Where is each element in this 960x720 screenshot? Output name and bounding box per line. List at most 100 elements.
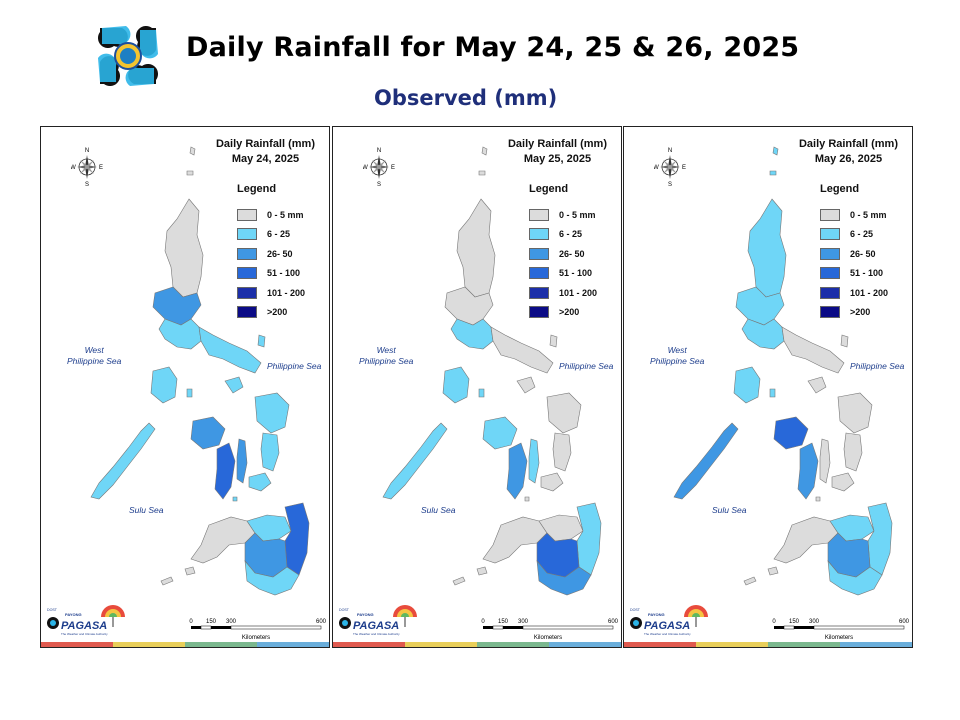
legend-item: 101 - 200: [529, 283, 597, 303]
scale-tick-label: 600: [899, 619, 910, 625]
region-north-luzon: [747, 198, 787, 298]
region-leyte: [843, 432, 863, 472]
compass-n: N: [377, 148, 381, 154]
legend-swatch: [237, 247, 257, 260]
island-siquijor: [232, 496, 238, 502]
dost-label: DOST: [339, 608, 350, 612]
color-stripe: [624, 642, 912, 647]
region-cebu: [819, 438, 831, 484]
compass-w: W: [654, 165, 659, 171]
compass-s: S: [85, 182, 89, 187]
legend: Legend 0 - 5 mm 6 - 25 26- 50 51 - 100 1…: [529, 183, 597, 322]
island-romblon: [478, 388, 485, 398]
compass-e: E: [99, 165, 103, 171]
region-samar: [837, 392, 873, 434]
scale-tick-label: 0: [189, 619, 193, 625]
legend-swatch: [237, 306, 257, 319]
pagasa-tagline: The Weather and Climate Authority: [644, 632, 691, 636]
scale-tick-label: 300: [518, 619, 529, 625]
scale-bar: 0 150 300 600 Kilometers: [481, 619, 618, 641]
legend-label: 26- 50: [267, 248, 293, 259]
legend-title: Legend: [529, 183, 569, 195]
map-title: Daily Rainfall (mm) May 26, 2025: [799, 137, 898, 167]
map-title: Daily Rainfall (mm) May 24, 2025: [216, 137, 315, 167]
legend-swatch: [820, 247, 840, 260]
dost-label: DOST: [630, 608, 641, 612]
compass-w: W: [71, 165, 76, 171]
legend-label: 26- 50: [559, 248, 585, 259]
legend-label: 101 - 200: [850, 287, 889, 298]
philippine-sea-label: Philippine Sea: [850, 361, 905, 371]
region-north-luzon: [456, 198, 496, 298]
map-title: Daily Rainfall (mm) May 25, 2025: [508, 137, 607, 167]
philippines-map: [382, 146, 602, 596]
compass-s: S: [668, 182, 672, 187]
payong-label: PAYONG: [648, 612, 665, 617]
region-panay: [773, 416, 809, 450]
pagasa-wordmark: PAGASA: [353, 620, 399, 632]
island-basilan: [767, 566, 779, 576]
region-south-mindanao: [244, 560, 300, 596]
legend-item: 101 - 200: [237, 283, 305, 303]
legend-label: 26- 50: [850, 248, 876, 259]
region-south-luzon: [158, 318, 202, 350]
rainfall-map-panel-3: Daily Rainfall (mm) May 26, 2025 Legend …: [623, 126, 913, 648]
legend-item: 26- 50: [237, 244, 305, 264]
legend-swatch: [820, 208, 840, 221]
island-batanes: [189, 146, 196, 156]
pagasa-tagline: The Weather and Climate Authority: [353, 632, 400, 636]
legend-item: 26- 50: [529, 244, 597, 264]
legend: Legend 0 - 5 mm 6 - 25 26- 50 51 - 100 1…: [820, 183, 888, 322]
scale-tick-label: 0: [481, 619, 485, 625]
legend-label: 51 - 100: [850, 268, 884, 279]
legend-item: 6 - 25: [820, 225, 888, 245]
region-bohol: [248, 472, 272, 492]
legend-swatch: [529, 306, 549, 319]
island-romblon: [769, 388, 776, 398]
legend-swatch: [237, 208, 257, 221]
scale-tick-label: 300: [226, 619, 237, 625]
rainfall-map-panel-1: Daily Rainfall (mm) May 24, 2025 Legend …: [40, 126, 330, 648]
legend-item: 101 - 200: [820, 283, 888, 303]
compass-w: W: [363, 165, 368, 171]
payong-label: PAYONG: [357, 612, 374, 617]
map-date: May 26, 2025: [814, 153, 883, 165]
scale-bar: 0 150 300 600 Kilometers: [772, 619, 910, 641]
island-sulu: [743, 576, 757, 586]
island-siquijor: [815, 496, 821, 502]
legend-item: 0 - 5 mm: [529, 205, 597, 225]
scale-tick-label: 150: [206, 619, 217, 625]
compass-rose-icon: N S W E: [363, 148, 395, 187]
compass-e: E: [682, 165, 686, 171]
legend-swatch: [237, 228, 257, 241]
legend-item: >200: [237, 303, 305, 323]
island-masbate: [516, 376, 536, 394]
island-batanes: [481, 146, 488, 156]
dost-label: DOST: [47, 608, 58, 612]
region-negros: [506, 442, 528, 500]
pagasa-wordmark: PAGASA: [644, 620, 690, 632]
legend-item: 6 - 25: [529, 225, 597, 245]
region-zamboanga: [773, 516, 839, 564]
sulu-sea-label: Sulu Sea: [712, 505, 747, 515]
sulu-sea-label: Sulu Sea: [421, 505, 456, 515]
legend-label: 0 - 5 mm: [850, 209, 887, 220]
legend-swatch: [820, 286, 840, 299]
legend-item: 0 - 5 mm: [820, 205, 888, 225]
scale-unit: Kilometers: [534, 635, 562, 641]
scale-tick-label: 150: [498, 619, 509, 625]
legend-label: >200: [267, 307, 288, 318]
legend-label: >200: [850, 307, 871, 318]
island-catanduanes: [840, 334, 849, 348]
compass-rose-icon: N S W E: [71, 148, 103, 187]
scale-tick-label: 150: [789, 619, 800, 625]
region-mindoro: [442, 366, 470, 404]
pagasa-footer-logo: DOST PAYONG PAGASA The Weather and Clima…: [47, 605, 125, 636]
region-east-mindanao: [867, 502, 893, 576]
region-east-mindanao: [284, 502, 310, 576]
region-leyte: [260, 432, 280, 472]
region-leyte: [552, 432, 572, 472]
region-samar: [254, 392, 290, 434]
region-samar: [546, 392, 582, 434]
island-siquijor: [524, 496, 530, 502]
